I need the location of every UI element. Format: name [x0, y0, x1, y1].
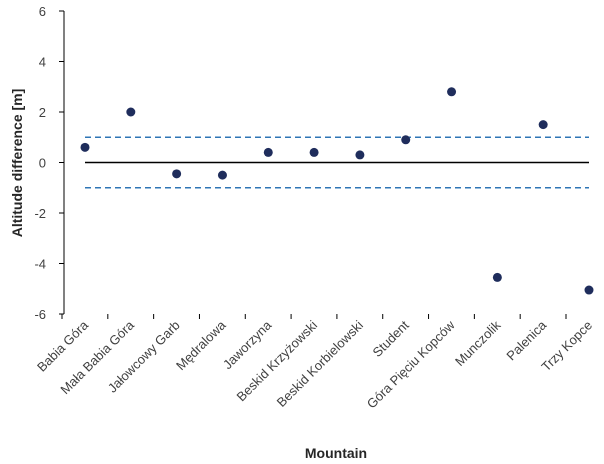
- x-tick-label: Mędralowa: [173, 317, 229, 373]
- data-point: [492, 272, 502, 282]
- y-tick-label: 2: [39, 105, 46, 120]
- data-point: [263, 147, 273, 157]
- x-tick-label: Beskid Korbielowski: [274, 317, 366, 409]
- data-point: [538, 120, 548, 130]
- x-tick-label: Beskid Krzyżowski: [233, 317, 320, 404]
- data-point: [172, 169, 182, 179]
- x-axis-title: Mountain: [305, 445, 367, 461]
- data-point: [126, 107, 136, 117]
- x-tick-label: Palenica: [503, 317, 549, 363]
- data-point: [447, 87, 457, 97]
- data-point: [80, 142, 90, 152]
- data-point: [355, 150, 365, 160]
- y-tick-label: -6: [34, 307, 46, 322]
- y-ticks: -6 -4 -2 0 2 4 6: [34, 4, 64, 322]
- reference-lines: [85, 136, 589, 189]
- y-tick-label: 0: [39, 156, 46, 171]
- x-tick-label: Góra Pięciu Kopców: [364, 317, 458, 411]
- y-axis-title: Altitude difference [m]: [9, 89, 25, 238]
- data-points: [80, 87, 594, 295]
- y-tick-label: 4: [39, 55, 46, 70]
- x-tick-label: Student: [370, 317, 413, 360]
- x-tick-label: Munczolik: [452, 317, 504, 369]
- data-point: [309, 147, 319, 157]
- y-tick-label: -2: [34, 206, 46, 221]
- y-tick-label: -4: [34, 257, 46, 272]
- data-point: [401, 135, 411, 145]
- data-point: [217, 170, 227, 180]
- y-tick-label: 6: [39, 4, 46, 19]
- data-point: [584, 285, 594, 295]
